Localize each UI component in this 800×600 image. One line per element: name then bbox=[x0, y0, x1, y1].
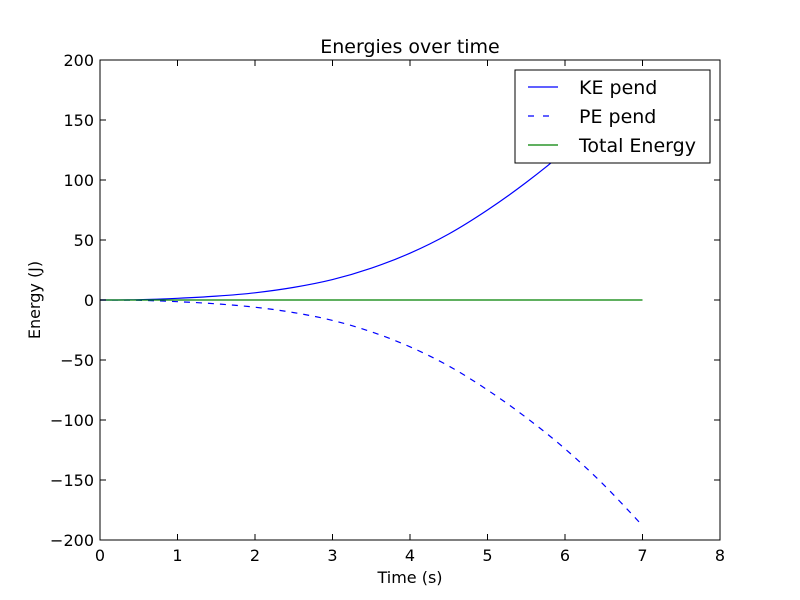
x-tick-label: 4 bbox=[405, 546, 415, 565]
legend-label: KE pend bbox=[579, 77, 657, 99]
series-line-pe-pend bbox=[100, 299, 643, 527]
y-tick-label: 150 bbox=[63, 111, 94, 130]
axis-ticks: 0 1 2 3 4 5 6 7 8 200 150 100 50 0 −50 −100 −150 −200 bbox=[50, 51, 725, 565]
legend: KE pend PE pend Total Energy bbox=[514, 69, 711, 164]
y-axis-label: Energy (J) bbox=[25, 261, 44, 339]
legend-label: Total Energy bbox=[578, 135, 696, 157]
y-tick-label: 100 bbox=[63, 171, 94, 190]
x-tick-label: 8 bbox=[715, 546, 725, 565]
x-tick-label: 5 bbox=[482, 546, 492, 565]
y-tick-label: 0 bbox=[84, 291, 94, 310]
chart-title: Energies over time bbox=[320, 36, 500, 58]
y-tick-label: −200 bbox=[50, 531, 94, 550]
x-tick-label: 3 bbox=[327, 546, 337, 565]
y-tick-label: 50 bbox=[74, 231, 94, 250]
x-tick-label: 2 bbox=[250, 546, 260, 565]
x-axis-label: Time (s) bbox=[376, 568, 442, 587]
x-tick-label: 7 bbox=[637, 546, 647, 565]
axes-frame bbox=[99, 59, 721, 541]
x-tick-label: 1 bbox=[172, 546, 182, 565]
y-tick-label: 200 bbox=[63, 51, 94, 70]
y-tick-label: −150 bbox=[50, 471, 94, 490]
y-tick-label: −100 bbox=[50, 411, 94, 430]
y-tick-label: −50 bbox=[60, 351, 94, 370]
legend-label: PE pend bbox=[579, 106, 656, 128]
x-tick-label: 0 bbox=[95, 546, 105, 565]
x-tick-label: 6 bbox=[560, 546, 570, 565]
